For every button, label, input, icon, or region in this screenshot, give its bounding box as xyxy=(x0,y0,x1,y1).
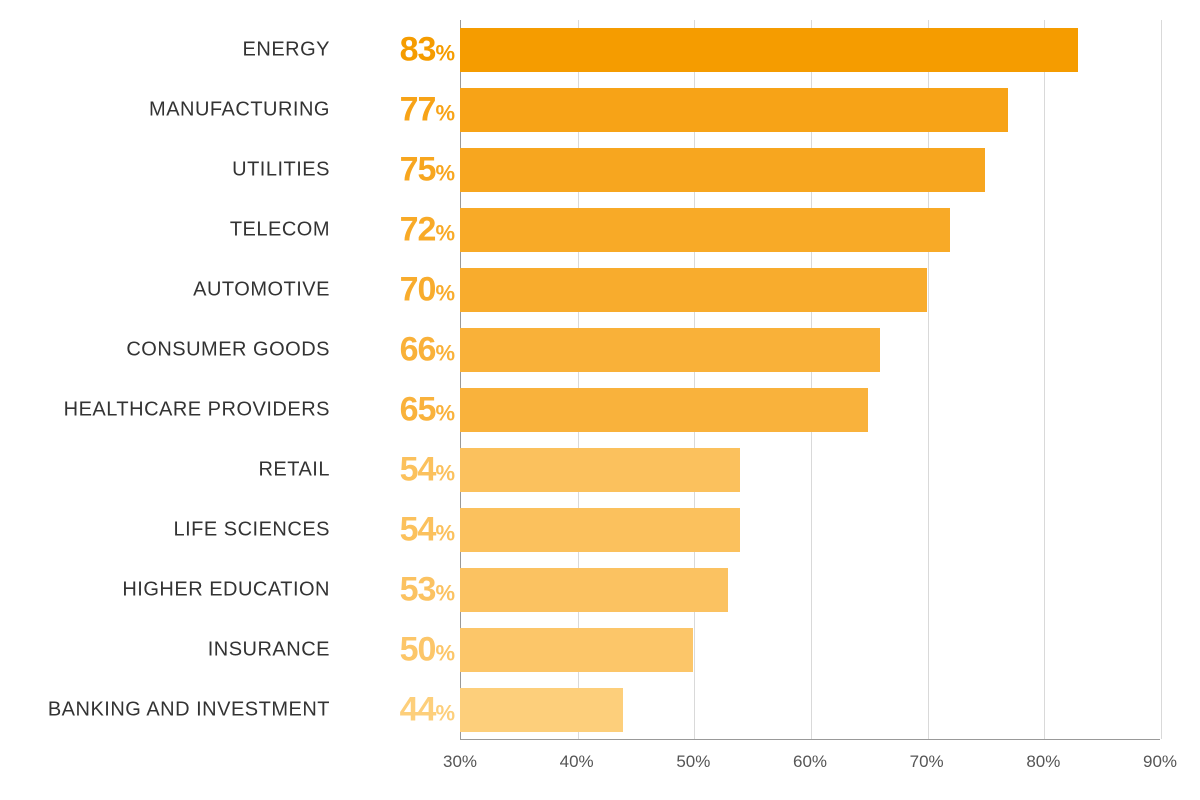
x-tick-label: 30% xyxy=(443,752,477,772)
bar-row: HEALTHCARE PROVIDERS 65% xyxy=(0,380,1160,440)
percent-sign: % xyxy=(435,101,455,126)
x-tick-label: 90% xyxy=(1143,752,1177,772)
bar-row: LIFE SCIENCES 54% xyxy=(0,500,1160,560)
bar-row: HIGHER EDUCATION 53% xyxy=(0,560,1160,620)
value-label: 66% xyxy=(380,331,455,370)
category-label: UTILITIES xyxy=(232,159,330,182)
value-number: 72 xyxy=(400,211,436,249)
category-label: AUTOMOTIVE xyxy=(193,279,330,302)
category-label: MANUFACTURING xyxy=(149,99,330,122)
category-label: CONSUMER GOODS xyxy=(126,339,330,362)
value-number: 65 xyxy=(400,391,436,429)
percent-sign: % xyxy=(435,221,455,246)
percent-sign: % xyxy=(435,41,455,66)
x-tick-label: 40% xyxy=(560,752,594,772)
x-tick-label: 80% xyxy=(1026,752,1060,772)
bar-row: CONSUMER GOODS 66% xyxy=(0,320,1160,380)
value-number: 70 xyxy=(400,271,436,309)
percent-sign: % xyxy=(435,341,455,366)
percent-sign: % xyxy=(435,521,455,546)
x-tick-label: 50% xyxy=(676,752,710,772)
bar xyxy=(460,448,740,492)
category-label: TELECOM xyxy=(230,219,330,242)
value-label: 44% xyxy=(380,691,455,730)
value-number: 54 xyxy=(400,511,436,549)
value-number: 75 xyxy=(400,151,436,189)
value-number: 53 xyxy=(400,571,436,609)
value-label: 65% xyxy=(380,391,455,430)
bar xyxy=(460,268,927,312)
value-label: 54% xyxy=(380,511,455,550)
value-number: 44 xyxy=(400,691,436,729)
bar-row: BANKING AND INVESTMENT 44% xyxy=(0,680,1160,740)
bar-row: RETAIL 54% xyxy=(0,440,1160,500)
x-tick-label: 70% xyxy=(910,752,944,772)
percent-sign: % xyxy=(435,161,455,186)
category-label: ENERGY xyxy=(243,39,330,62)
bar xyxy=(460,148,985,192)
gridline xyxy=(1161,20,1162,739)
category-label: RETAIL xyxy=(258,459,330,482)
bar xyxy=(460,88,1008,132)
bar-row: INSURANCE 50% xyxy=(0,620,1160,680)
value-number: 50 xyxy=(400,631,436,669)
category-label: LIFE SCIENCES xyxy=(173,519,330,542)
value-label: 54% xyxy=(380,451,455,490)
percent-sign: % xyxy=(435,641,455,666)
bar-row: AUTOMOTIVE 70% xyxy=(0,260,1160,320)
percent-sign: % xyxy=(435,701,455,726)
bar xyxy=(460,628,693,672)
bar xyxy=(460,688,623,732)
bar xyxy=(460,388,868,432)
value-label: 53% xyxy=(380,571,455,610)
bar xyxy=(460,328,880,372)
value-label: 50% xyxy=(380,631,455,670)
percent-sign: % xyxy=(435,281,455,306)
bar xyxy=(460,508,740,552)
percent-sign: % xyxy=(435,461,455,486)
value-label: 75% xyxy=(380,151,455,190)
bar-row: ENERGY 83% xyxy=(0,20,1160,80)
value-label: 83% xyxy=(380,31,455,70)
bar-row: UTILITIES 75% xyxy=(0,140,1160,200)
value-label: 72% xyxy=(380,211,455,250)
category-label: HEALTHCARE PROVIDERS xyxy=(64,399,330,422)
bar-chart: 30%40%50%60%70%80%90%ENERGY83%MANUFACTUR… xyxy=(0,0,1200,800)
bar-row: TELECOM 72% xyxy=(0,200,1160,260)
category-label: BANKING AND INVESTMENT xyxy=(48,699,330,722)
category-label: INSURANCE xyxy=(208,639,330,662)
value-number: 83 xyxy=(400,31,436,69)
bar xyxy=(460,568,728,612)
category-label: HIGHER EDUCATION xyxy=(122,579,330,602)
value-label: 77% xyxy=(380,91,455,130)
bar-row: MANUFACTURING 77% xyxy=(0,80,1160,140)
value-number: 66 xyxy=(400,331,436,369)
value-number: 77 xyxy=(400,91,436,129)
x-tick-label: 60% xyxy=(793,752,827,772)
bar xyxy=(460,28,1078,72)
bar xyxy=(460,208,950,252)
percent-sign: % xyxy=(435,401,455,426)
percent-sign: % xyxy=(435,581,455,606)
value-label: 70% xyxy=(380,271,455,310)
value-number: 54 xyxy=(400,451,436,489)
